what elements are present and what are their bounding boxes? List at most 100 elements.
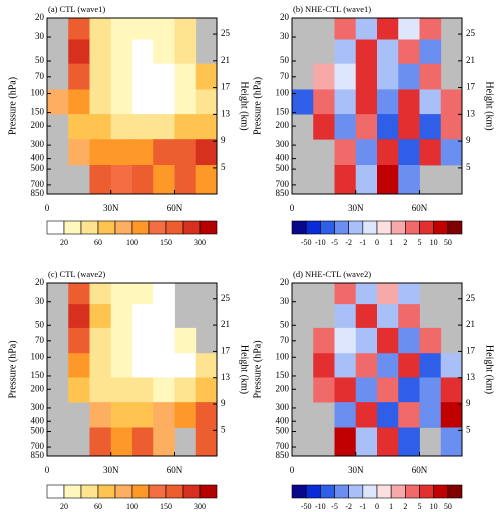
field-cell: [89, 89, 112, 115]
field-cell: [153, 427, 175, 457]
field-cell: [398, 63, 420, 90]
field-cell: [174, 353, 197, 378]
colorbar-box: [182, 484, 201, 499]
colorbar-label: -10: [315, 502, 326, 511]
y2-tick-label: 9: [466, 135, 471, 145]
field-cell: [132, 18, 154, 40]
y-tick-label: 200: [276, 383, 290, 393]
field-cell: [89, 114, 112, 140]
field-cell: [355, 402, 378, 428]
field-cell: [377, 39, 399, 65]
field-cell: [355, 283, 378, 305]
field-cell: [174, 18, 197, 40]
field-cell: [110, 114, 133, 140]
field-cell: [355, 114, 378, 140]
y2-axis-title: Height (km): [239, 81, 250, 130]
y-tick-label: 50: [280, 319, 290, 329]
y-tick-label: 100: [31, 351, 45, 361]
y-tick-label: 400: [31, 415, 45, 425]
field-cell: [377, 283, 399, 305]
y2-tick-label: 5: [221, 162, 226, 172]
y-tick-label: 20: [280, 12, 290, 22]
field-cell: [68, 18, 90, 40]
field-cell: [398, 427, 420, 457]
field-cell: [377, 377, 399, 403]
field-cell: [195, 63, 218, 90]
field-cell: [398, 283, 420, 305]
colorbar-label: 100: [126, 238, 138, 247]
field-cell: [377, 402, 399, 428]
field-cell: [68, 63, 90, 90]
colorbar-label: 300: [194, 502, 206, 511]
field-cell: [419, 139, 442, 166]
colorbar-label: -50: [301, 502, 312, 511]
field-cell: [132, 283, 154, 305]
field-cell: [174, 165, 197, 195]
y-tick-label: 400: [31, 153, 45, 163]
field-cell: [68, 304, 90, 329]
y2-axis-title: Height (km): [239, 345, 250, 394]
field-cell: [398, 377, 420, 403]
y2-tick-label: 21: [466, 319, 475, 329]
y2-tick-label: 17: [221, 82, 231, 92]
y-tick-label: 50: [35, 55, 45, 65]
colorbar-label: 150: [160, 238, 172, 247]
field-cell: [419, 114, 442, 140]
field-cell: [398, 353, 420, 378]
field-cell: [174, 89, 197, 115]
colorbar-box: [320, 220, 335, 235]
y-tick-label: 30: [35, 296, 45, 306]
y-tick-label: 150: [276, 370, 290, 380]
colorbar-box: [46, 484, 65, 499]
field-cell: [110, 304, 133, 329]
field-cell: [377, 353, 399, 378]
plot-frame: [291, 17, 463, 195]
y-tick-label: 70: [35, 335, 45, 345]
y-tick-label: 30: [280, 31, 290, 41]
y-tick-label: 30: [280, 296, 290, 306]
field-cell: [195, 114, 218, 140]
y-tick-label: 150: [31, 107, 45, 117]
y-tick-label: 200: [276, 120, 290, 130]
field-cell: [89, 283, 112, 305]
y-tick-label: 850: [31, 188, 45, 198]
y-tick-label: 50: [35, 319, 45, 329]
y-tick-label: 100: [276, 351, 290, 361]
field-cell: [89, 63, 112, 90]
colorbar-label: 300: [194, 238, 206, 247]
x-tick-label: 0: [290, 465, 295, 475]
colorbar-box: [114, 220, 133, 235]
field-cell: [377, 139, 399, 166]
colorbar-box: [165, 484, 184, 499]
colorbar-label: 20: [60, 502, 68, 511]
field-cell: [89, 165, 112, 195]
field-cell: [47, 89, 69, 115]
field-cell: [377, 165, 399, 195]
field-cell: [398, 39, 420, 65]
y-tick-label: 400: [276, 415, 290, 425]
y-tick-label: 20: [35, 12, 45, 22]
field-cell: [110, 165, 133, 195]
field-cell: [110, 39, 133, 65]
field-cell: [419, 63, 442, 90]
colorbar-label: 5: [418, 502, 422, 511]
y-tick-label: 70: [280, 335, 290, 345]
colorbar-box: [148, 484, 167, 499]
field-cell: [132, 39, 154, 65]
field-cell: [355, 63, 378, 90]
y2-tick-label: 21: [221, 55, 230, 65]
field-cell: [174, 402, 197, 428]
field-cell: [334, 165, 357, 195]
field-cell: [355, 165, 378, 195]
y2-tick-label: 5: [221, 424, 226, 434]
colorbar-box: [148, 220, 167, 235]
colorbar-label: -1: [359, 238, 366, 247]
y-tick-label: 700: [276, 179, 290, 189]
y2-tick-label: 5: [466, 424, 471, 434]
plot-frame: [291, 282, 463, 457]
colorbar-box: [419, 484, 434, 499]
y-tick-label: 200: [31, 120, 45, 130]
field-cell: [440, 139, 463, 166]
colorbar-box: [433, 220, 449, 235]
colorbar-box: [114, 484, 133, 499]
